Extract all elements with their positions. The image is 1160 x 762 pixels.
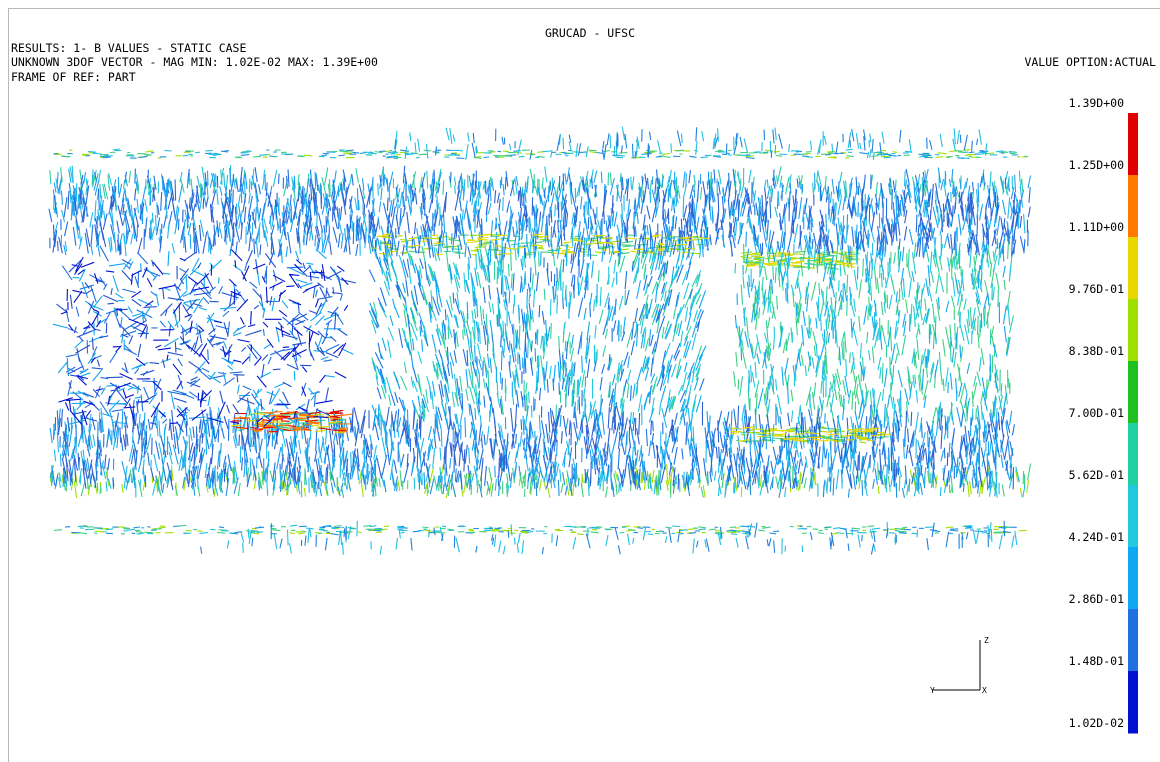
legend-swatch (1128, 175, 1138, 238)
legend-label: 1.11D+00 (1069, 220, 1124, 234)
legend-swatch (1128, 361, 1138, 424)
legend-swatch (1128, 609, 1138, 672)
legend-swatch (1128, 113, 1138, 176)
axis-triad: Z Y X (930, 636, 989, 695)
value-option: VALUE OPTION:ACTUAL (1024, 55, 1156, 69)
legend-label: 1.02D-02 (1069, 716, 1124, 730)
vector-arrows (369, 237, 1012, 426)
legend-label: 1.25D+00 (1069, 158, 1124, 172)
legend-swatch (1128, 423, 1138, 486)
vector-arrows (58, 249, 349, 429)
legend-swatch (1128, 547, 1138, 610)
title: GRUCAD - UFSC (545, 26, 635, 40)
legend-label: 5.62D-01 (1069, 468, 1124, 482)
legend-swatch (1128, 671, 1138, 734)
viewport-frame (8, 8, 1160, 762)
triad-label: X (982, 686, 987, 695)
legend-label: 2.86D-01 (1069, 592, 1124, 606)
legend-label: 9.76D-01 (1069, 282, 1124, 296)
vector-field (48, 126, 1032, 555)
vector-arrows (231, 233, 891, 442)
vector-arrows (200, 127, 1006, 555)
legend-label: 1.48D-01 (1069, 654, 1124, 668)
legend-label: 4.24D-01 (1069, 530, 1124, 544)
vector-arrows (56, 249, 356, 433)
color-legend: 1.39D+00 1.25D+00 1.11D+00 9.76D-01 8.38D-01… (1069, 96, 1138, 734)
legend-swatch (1128, 485, 1138, 548)
vector-arrows (233, 411, 353, 433)
header-line: UNKNOWN 3DOF VECTOR - MAG MIN: 1.02E-02 … (11, 55, 378, 69)
legend-swatch (1128, 299, 1138, 362)
triad-label: Y (930, 686, 935, 695)
header-line: FRAME OF REF: PART (11, 70, 136, 84)
legend-label: 7.00D-01 (1069, 406, 1124, 420)
legend-swatch (1128, 237, 1138, 300)
legend-label: 8.38D-01 (1069, 344, 1124, 358)
vector-arrows (52, 178, 1031, 491)
triad-label: Z (984, 636, 989, 645)
header-line: RESULTS: 1- B VALUES - STATIC CASE (11, 41, 246, 55)
legend-label: 1.39D+00 (1069, 96, 1124, 110)
